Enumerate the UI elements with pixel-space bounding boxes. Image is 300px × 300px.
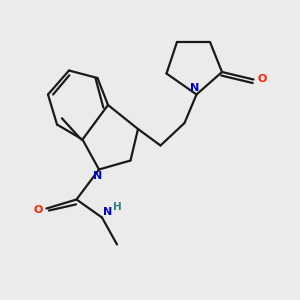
Text: N: N [103, 207, 112, 217]
Text: O: O [33, 205, 43, 215]
Text: O: O [258, 74, 267, 84]
Text: N: N [190, 83, 200, 93]
Text: H: H [113, 202, 122, 212]
Text: N: N [93, 171, 102, 181]
